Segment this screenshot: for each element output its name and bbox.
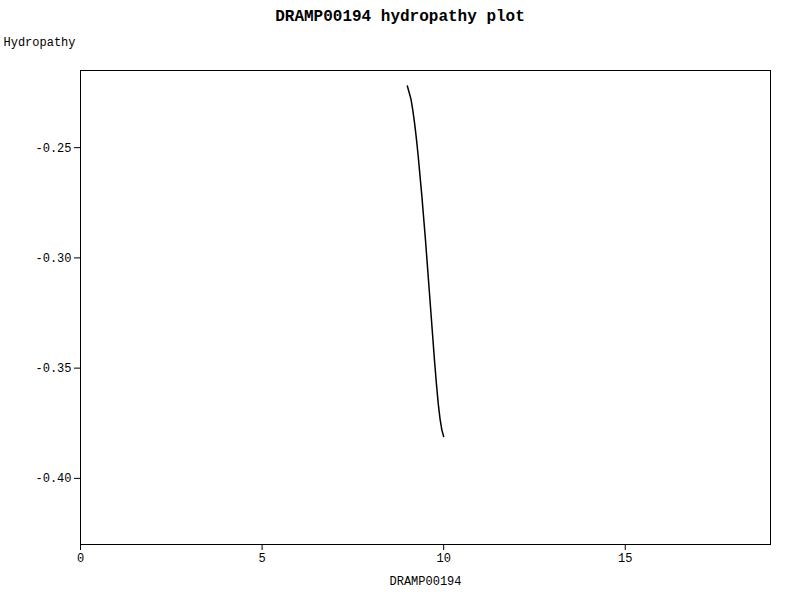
svg-text:Hydropathy: Hydropathy bbox=[4, 36, 76, 50]
svg-text:10: 10 bbox=[436, 552, 450, 566]
svg-text:DRAMP00194: DRAMP00194 bbox=[389, 575, 461, 589]
svg-text:0: 0 bbox=[77, 552, 84, 566]
svg-text:-0.35: -0.35 bbox=[35, 362, 71, 376]
svg-text:-0.25: -0.25 bbox=[35, 142, 71, 156]
svg-text:-0.40: -0.40 bbox=[35, 472, 71, 486]
svg-text:15: 15 bbox=[618, 552, 632, 566]
svg-text:5: 5 bbox=[258, 552, 265, 566]
html-text:DRAMP00194 hydropathy plot: DRAMP00194 hydropathy plot bbox=[275, 8, 525, 26]
svg-text:-0.30: -0.30 bbox=[35, 252, 71, 266]
